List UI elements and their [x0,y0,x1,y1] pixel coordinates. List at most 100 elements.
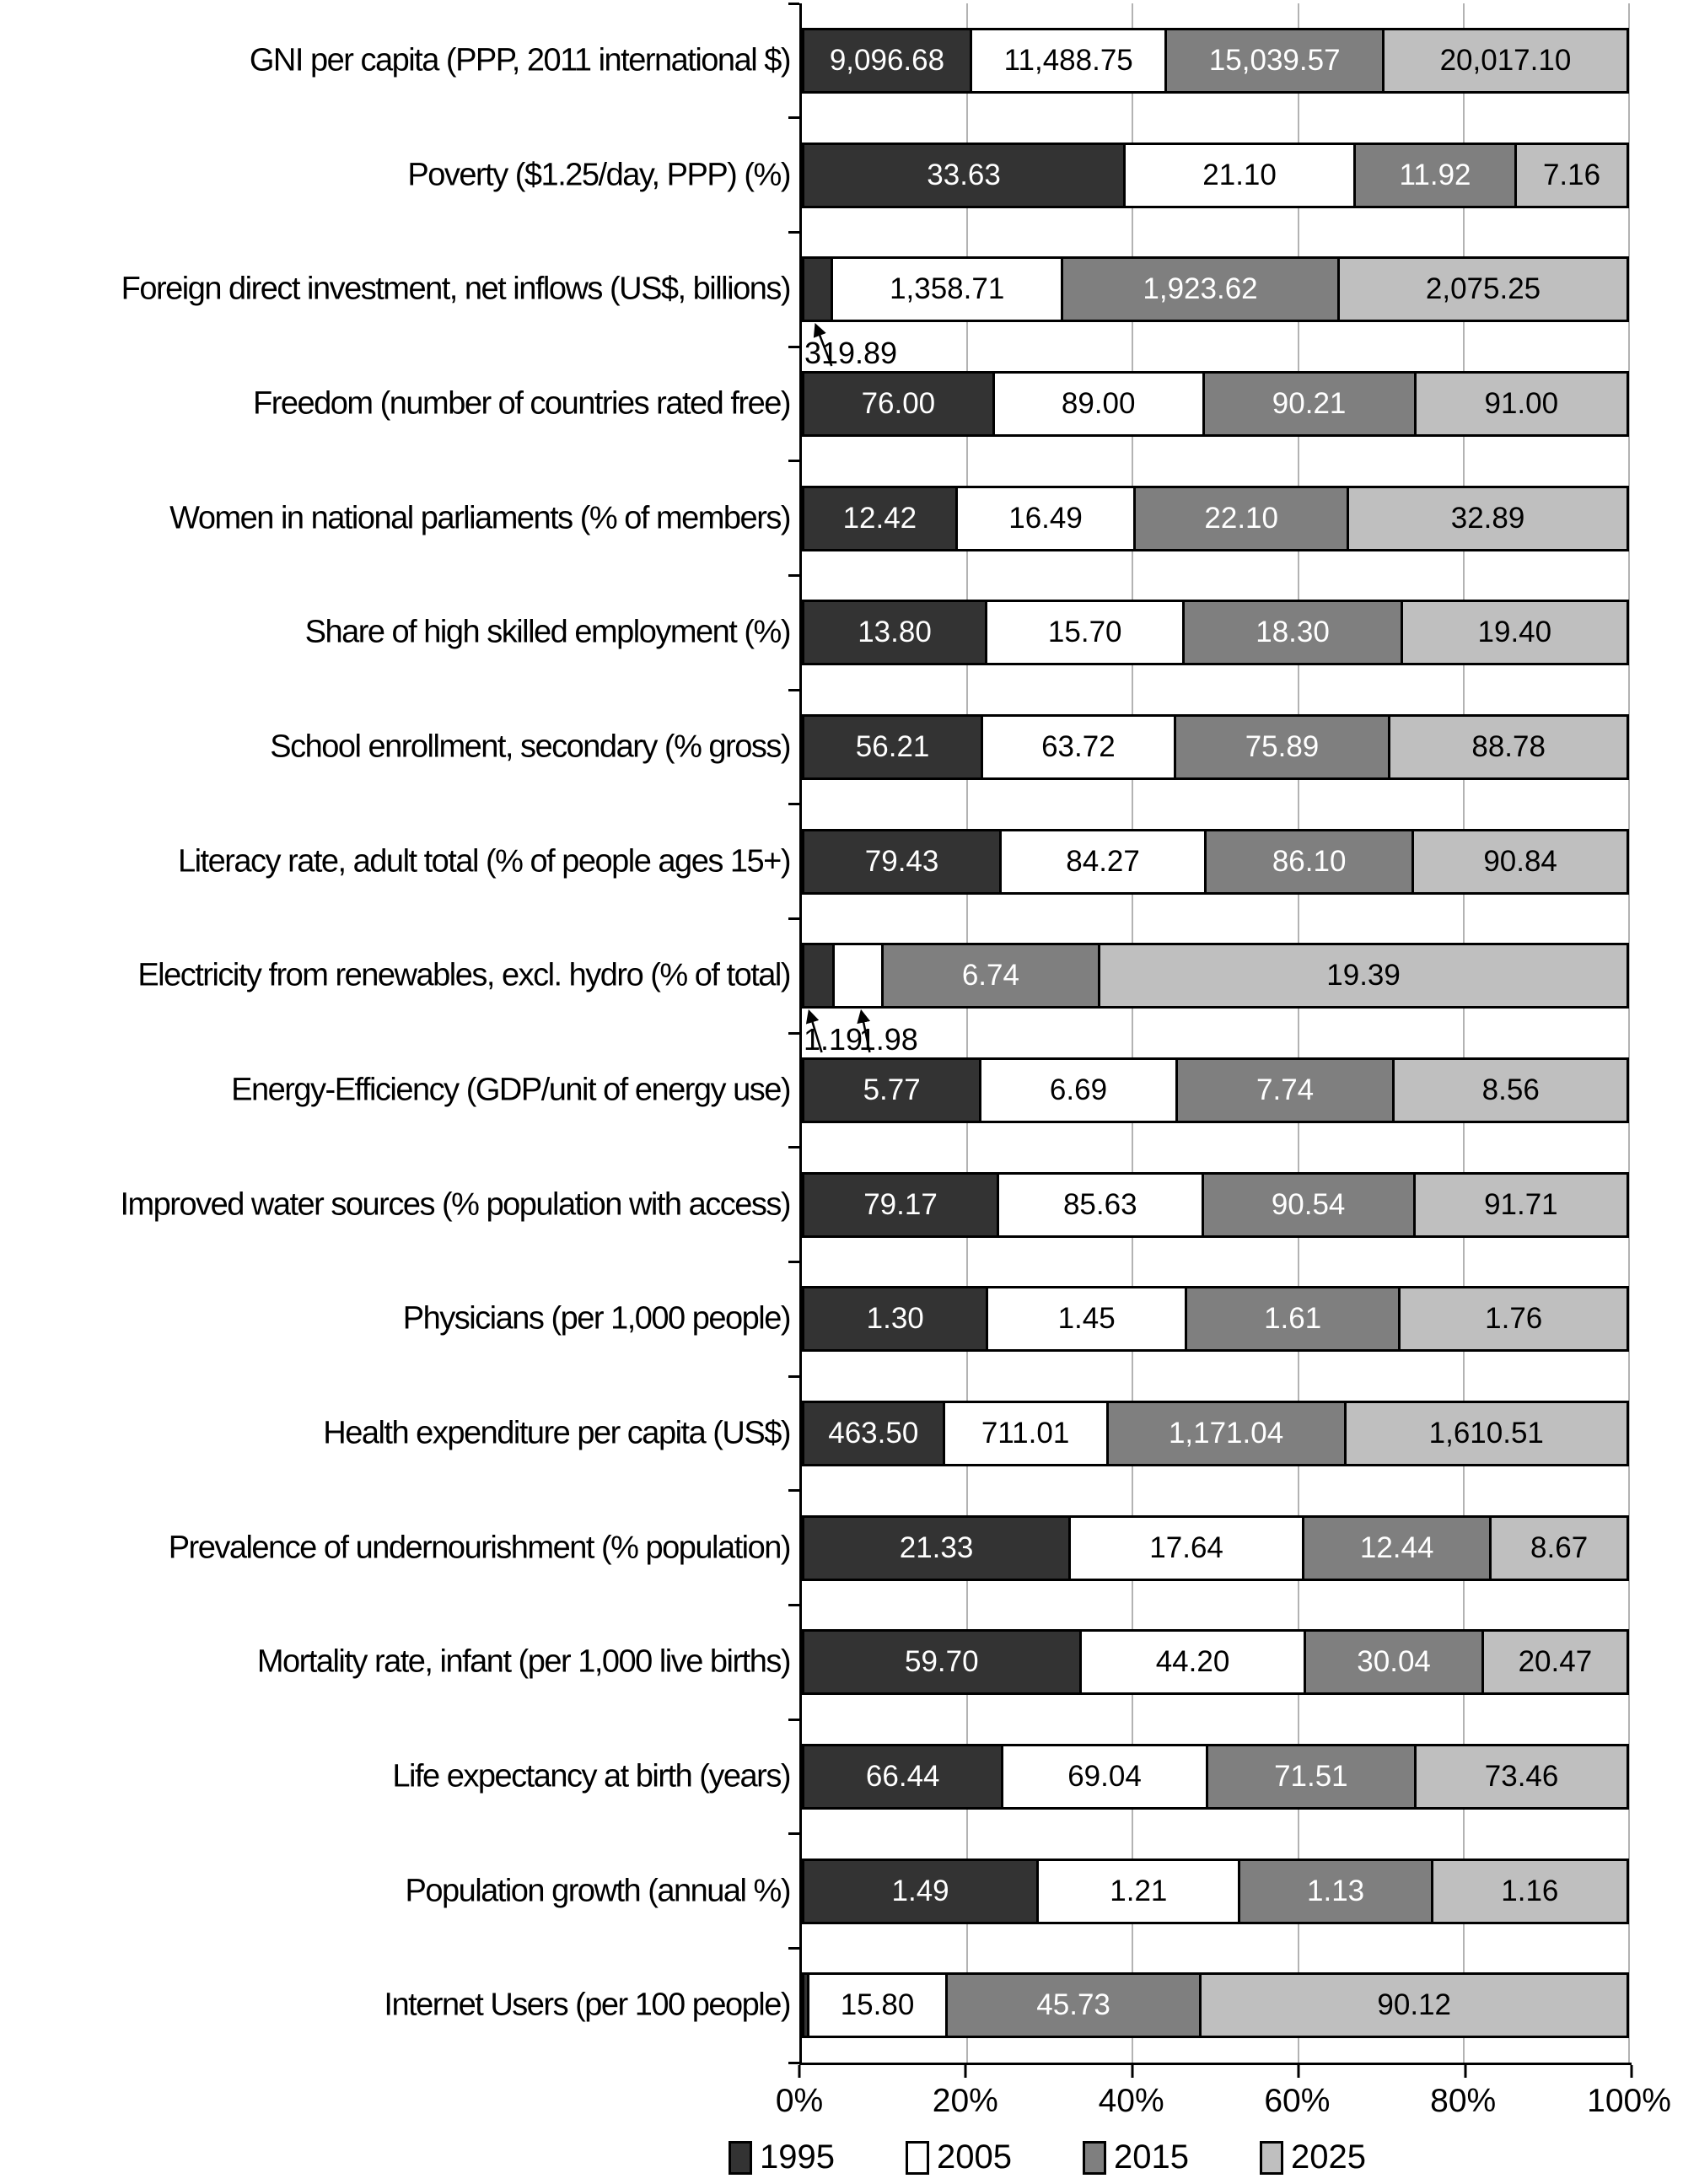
annotation-arrow [805,1009,823,1053]
segment-value-label: 45.73 [1036,1988,1110,2022]
category-label: Health expenditure per capita (US$) [323,1415,791,1451]
stacked-bar: 21.33 17.64 12.44 8.67 [802,1514,1629,1581]
segment-value-label: 9,096.68 [829,43,945,77]
stacked-bar: 59.70 44.20 30.04 20.47 [802,1629,1629,1696]
bar-segment-1995: 12.42 [804,487,955,549]
y-axis-tick [788,1718,799,1721]
category-row: Prevalence of undernourishment (% popula… [169,1491,1629,1606]
category-label: Foreign direct investment, net inflows (… [121,271,792,307]
bar-segment-2005: 89.00 [994,373,1202,434]
stacked-bar: 463.50 711.01 1,171.04 1,610.51 [802,1400,1629,1466]
segment-value-label: 19.40 [1477,616,1552,649]
y-axis-tick [788,230,799,234]
category-label: Literacy rate, adult total (% of people … [177,843,792,880]
bar-segment-1995: 56.21 [804,716,981,777]
stacked-bar: 1,358.71 1,923.62 2,075.25 [802,256,1629,323]
x-axis-tick [1131,2065,1134,2078]
annotation-label: 1.98 [858,1022,918,1057]
bar-segment-2015: 1.61 [1186,1288,1399,1350]
segment-value-label: 18.30 [1256,616,1330,649]
segment-value-label: 86.10 [1272,844,1347,878]
annotation-arrows [805,1009,871,1053]
stacked-bar: 66.44 69.04 71.51 73.46 [802,1743,1629,1810]
category-row: Electricity from renewables, excl. hydro… [137,918,1629,1057]
category-row: Population growth (annual %) 1.49 1.21 1.13… [405,1834,1629,1949]
legend: 1995 2005 2015 2025 [729,2138,1366,2176]
category-row: Energy-Efficiency (GDP/unit of energy us… [231,1033,1629,1148]
segment-value-label: 63.72 [1041,729,1116,763]
segment-value-label: 1,610.51 [1428,1416,1544,1450]
segment-value-label: 13.80 [858,616,932,649]
y-axis-tick [788,1031,799,1035]
stacked-bar: 5.77 6.69 7.74 8.56 [802,1057,1629,1123]
bar-segment-2015: 7.74 [1177,1059,1393,1121]
stacked-bar: 56.21 63.72 75.89 88.78 [802,713,1629,780]
segment-value-label: 73.46 [1484,1759,1559,1793]
y-axis-tick [788,1489,799,1493]
category-row: Women in national parliaments (% of memb… [169,461,1629,576]
category-row: Health expenditure per capita (US$) 463.5… [323,1376,1629,1491]
y-axis-tick [788,345,799,348]
bar-rows-container: GNI per capita (PPP, 2011 international … [120,3,1629,2063]
bar-segment-2005: 21.10 [1126,144,1354,206]
stacked-bar: 33.63 21.10 11.92 7.16 [802,142,1629,208]
category-row: Share of high skilled employment (%) 13.8… [305,575,1629,690]
category-row: Mortality rate, infant (per 1,000 live b… [257,1605,1629,1719]
y-axis-tick [788,1260,799,1263]
bar-segment-2005: 15.70 [987,602,1183,664]
stacked-bar: 6.74 19.39 [802,943,1629,1009]
segment-value-label: 463.50 [828,1416,919,1450]
segment-value-label: 1.49 [891,1874,949,1907]
segment-value-label: 59.70 [905,1645,979,1679]
y-axis-tick [788,1603,799,1606]
x-axis-tick [1464,2065,1467,2078]
segment-value-label: 88.78 [1471,729,1546,763]
stacked-bar: 15.80 45.73 90.12 [802,1972,1629,2039]
segment-value-label: 44.20 [1155,1645,1230,1679]
legend-swatch-1995 [729,2140,752,2175]
segment-value-label: 1.61 [1264,1302,1322,1336]
legend-swatch-2005 [905,2140,929,2175]
bar-segment-1995: 1.49 [804,1860,1037,1922]
category-label: Electricity from renewables, excl. hydro… [137,957,791,993]
category-row: Improved water sources (% population wit… [120,1148,1629,1262]
segment-value-label: 90.21 [1272,386,1347,420]
y-axis-tick [788,1374,799,1378]
x-axis-tick [798,2065,801,2078]
bar-segment-1995: 79.43 [804,831,1000,892]
segment-value-label: 15,039.57 [1208,43,1341,77]
segment-value-label: 21.33 [899,1530,974,1564]
segment-value-label: 1,923.62 [1143,272,1258,306]
bar-segment-2015: 86.10 [1207,831,1412,892]
category-label: Women in national parliaments (% of memb… [169,500,791,536]
x-axis-tick-label: 0% [775,2083,824,2119]
segment-value-label: 30.04 [1357,1645,1431,1679]
y-axis-tick [788,2061,799,2064]
bar-segment-2015: 22.10 [1136,487,1347,549]
segment-value-label: 1,358.71 [890,272,1005,306]
legend-swatch-2015 [1082,2140,1106,2175]
legend-item: 2005 [905,2138,1012,2176]
segment-value-label: 76.00 [861,386,936,420]
segment-value-label: 90.54 [1271,1187,1346,1221]
legend-label: 2015 [1113,2138,1189,2176]
bar-segment-2025: 19.40 [1402,602,1627,664]
x-axis-labels: 0% 20% 40% 60% 80% 100% [776,2063,1671,2130]
segment-value-label: 8.56 [1481,1073,1540,1106]
x-axis-tick-label: 100% [1587,2083,1671,2119]
bar-segment-2025: 2,075.25 [1340,259,1627,320]
category-label: Mortality rate, infant (per 1,000 live b… [256,1643,792,1680]
segment-value-label: 12.44 [1359,1530,1434,1564]
segment-value-label: 69.04 [1067,1759,1142,1793]
annotation-layer: 1.19 1.98 [802,1009,1629,1062]
bar-segment-2005: 44.20 [1081,1632,1304,1693]
segment-value-label: 71.51 [1274,1759,1348,1793]
bar-segment-2025: 20,017.10 [1384,30,1627,91]
bar-segment-2005: 1.21 [1039,1860,1239,1922]
category-row: School enrollment, secondary (% gross) 56… [270,690,1629,804]
segment-value-label: 91.00 [1484,386,1559,420]
segment-value-label: 6.74 [961,959,1019,992]
bar-segment-1995: 33.63 [804,144,1124,206]
segment-value-label: 1,171.04 [1168,1416,1284,1450]
y-axis-tick [788,573,799,577]
